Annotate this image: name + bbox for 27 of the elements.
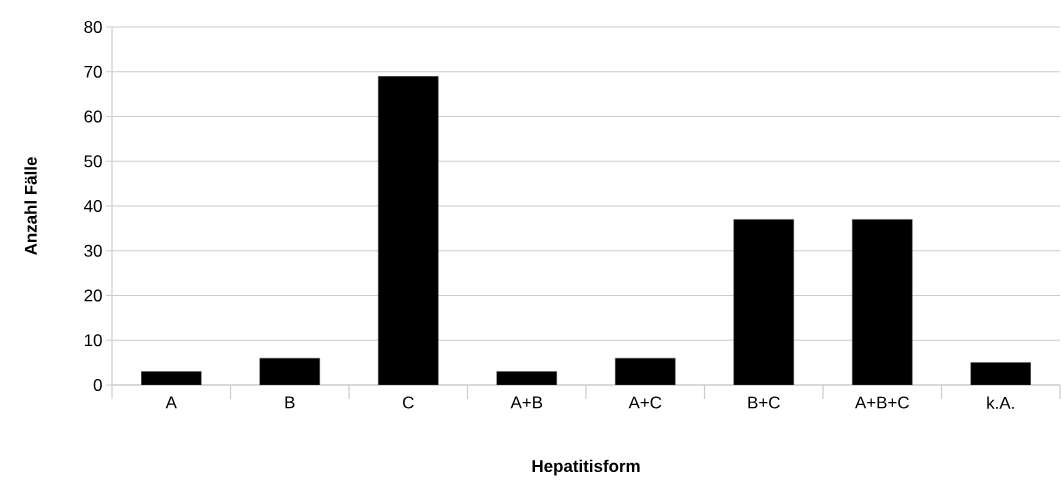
x-tick-label: B xyxy=(285,396,295,409)
bar xyxy=(496,371,557,385)
bar xyxy=(615,357,676,385)
y-tick-label: 30 xyxy=(84,244,102,257)
bar xyxy=(259,357,320,385)
y-tick-label: 50 xyxy=(84,155,102,168)
x-tick-label: C xyxy=(403,396,414,409)
y-tick-label: 60 xyxy=(84,110,102,123)
x-tick-label: A+C xyxy=(628,396,662,409)
bar xyxy=(378,76,439,385)
y-tick-label: 10 xyxy=(84,334,102,347)
x-tick-label: k.A. xyxy=(987,396,1014,409)
x-tick-label: A+B xyxy=(510,396,543,409)
x-axis-title: Hepatitisform xyxy=(532,459,640,476)
y-tick-label: 0 xyxy=(93,378,102,391)
bar xyxy=(852,219,913,385)
bar xyxy=(141,371,202,385)
bar xyxy=(970,362,1031,385)
x-tick-label: A xyxy=(165,396,177,409)
y-tick-label: 20 xyxy=(84,289,102,302)
bar xyxy=(733,219,794,385)
x-tick-label: A+B+C xyxy=(854,396,909,409)
y-tick-label: 70 xyxy=(84,65,102,78)
x-tick-label: B+C xyxy=(748,396,780,409)
y-axis-title: Anzahl Fälle xyxy=(24,157,37,255)
y-tick-label: 80 xyxy=(84,20,102,33)
y-tick-label: 40 xyxy=(84,199,102,212)
